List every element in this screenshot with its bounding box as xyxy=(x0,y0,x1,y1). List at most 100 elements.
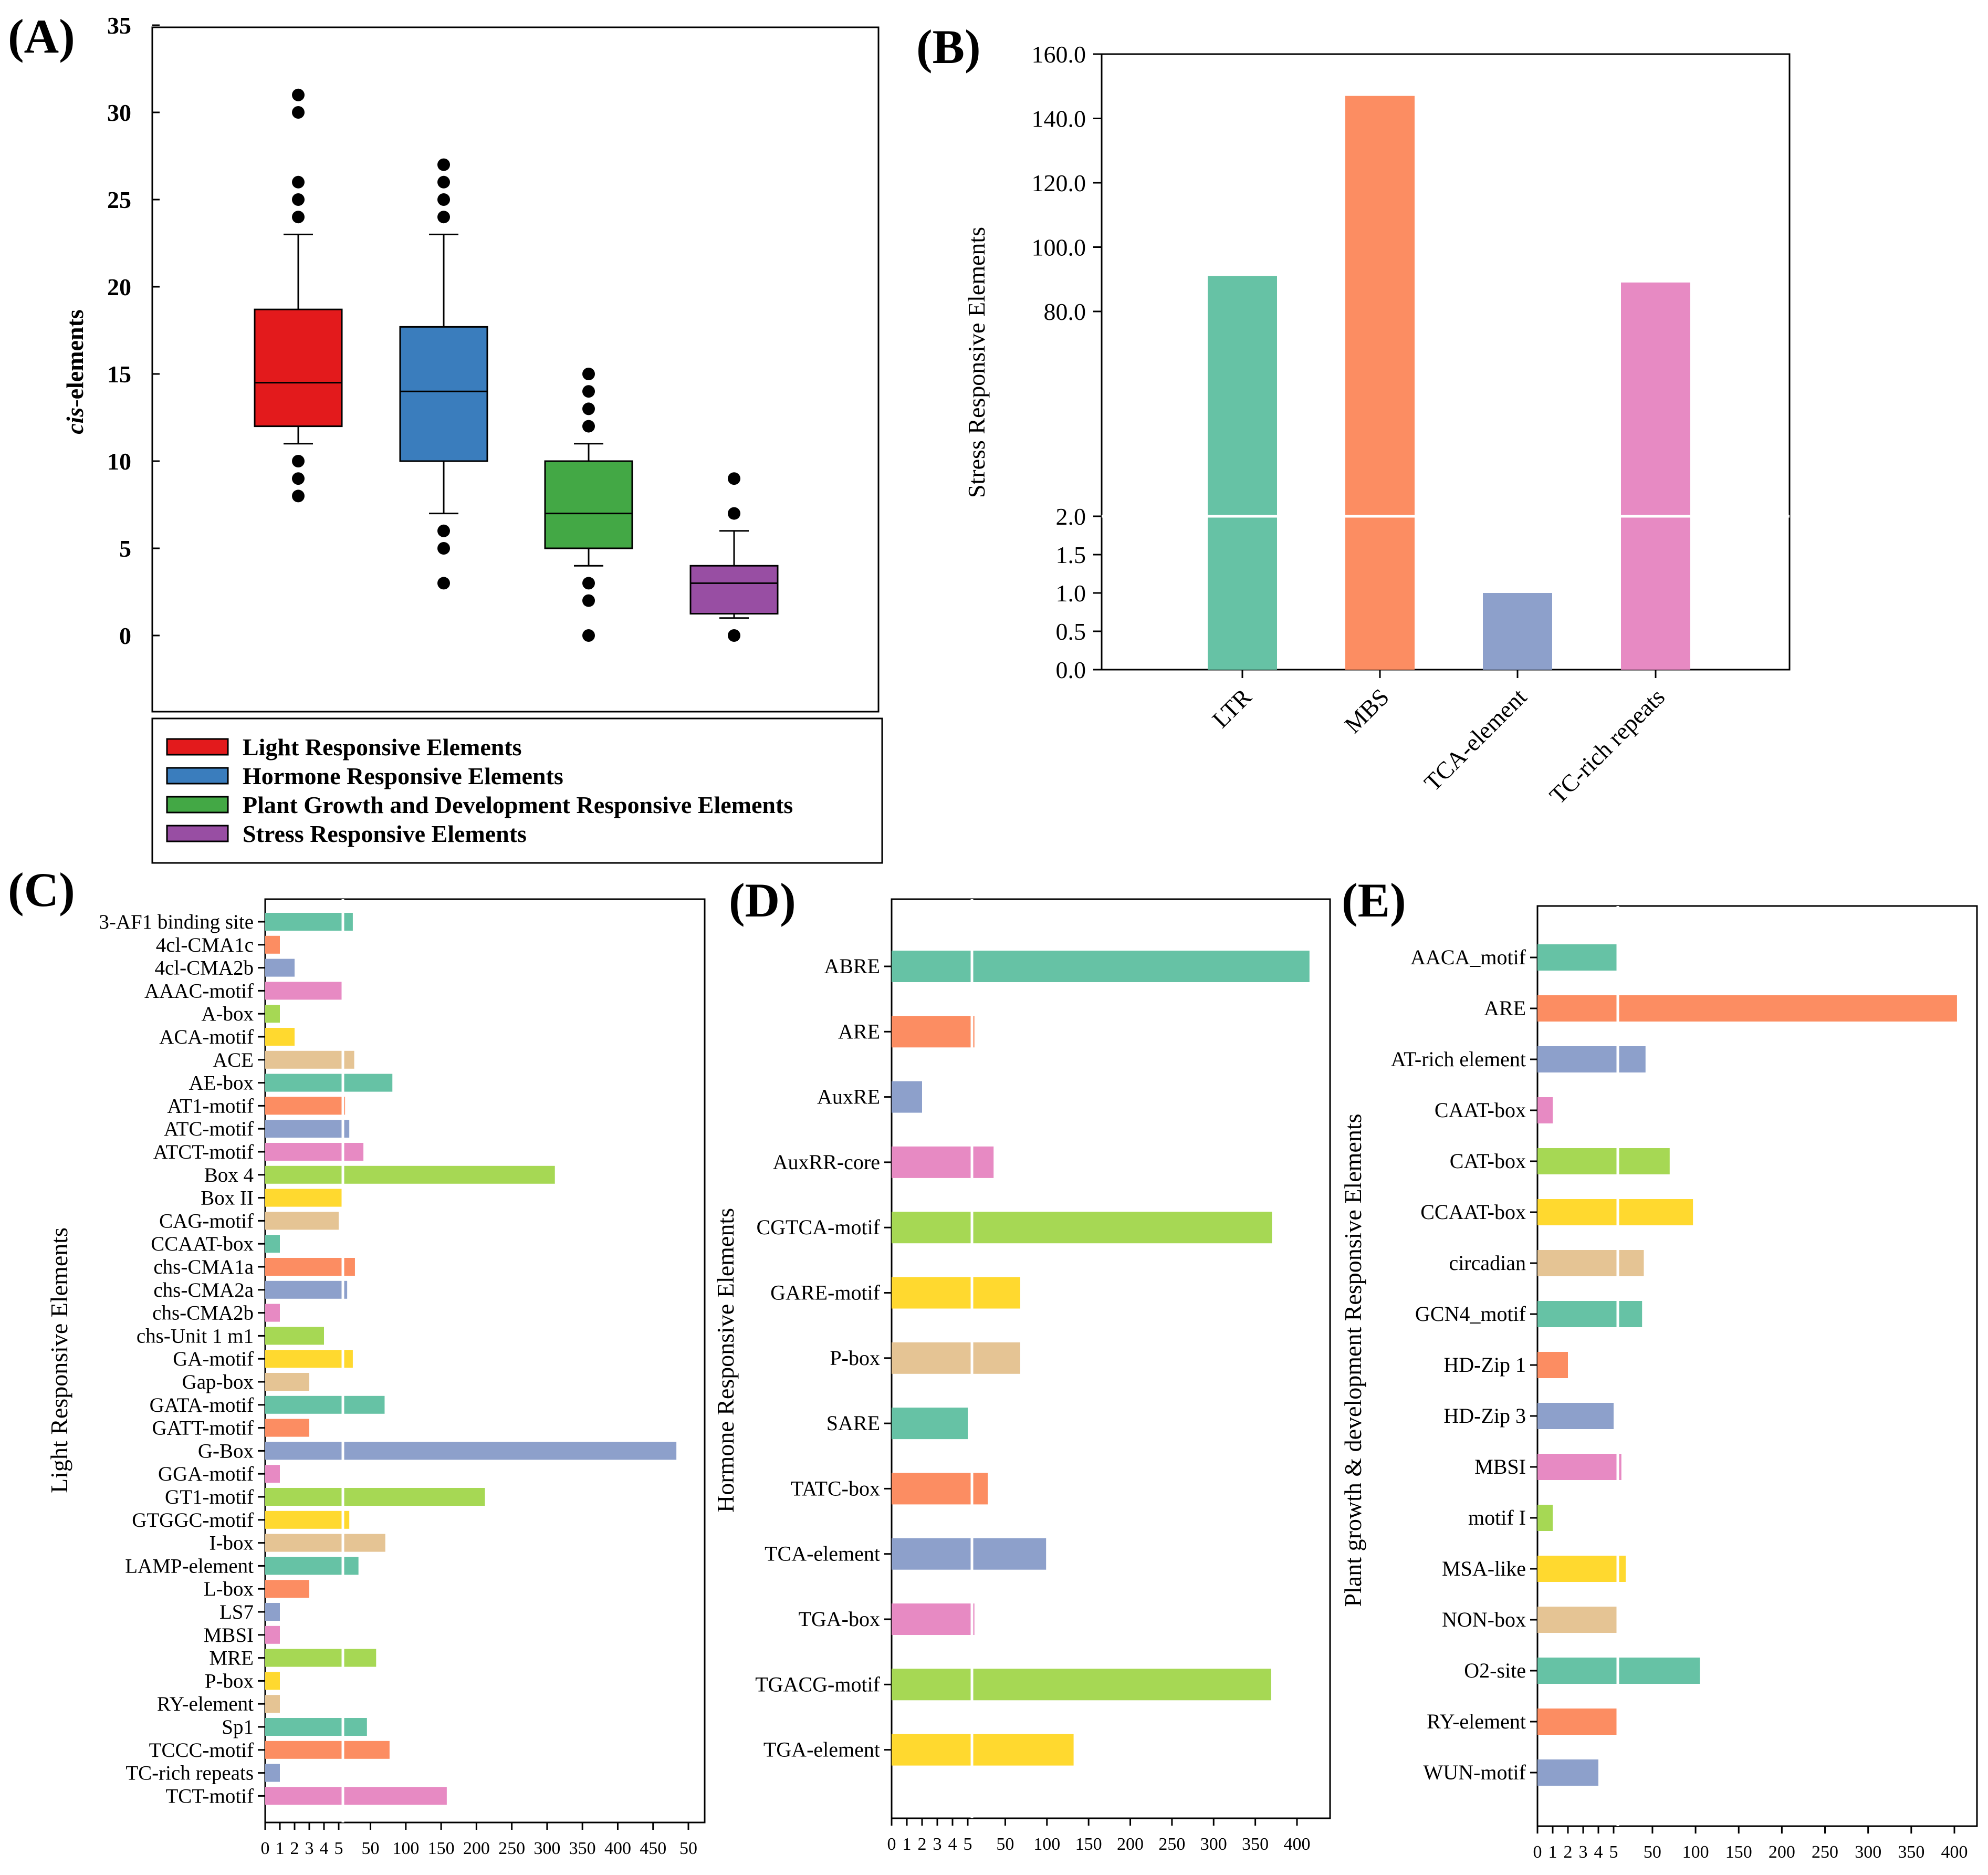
panel-d-category-label: ABRE xyxy=(824,954,880,978)
panel-b-ytick-label: 0.0 xyxy=(1056,657,1086,683)
box-light-responsive-elements-outlier xyxy=(292,472,305,485)
bar-c-p-box xyxy=(265,1672,280,1690)
panel-c-xtick-label: 50 xyxy=(679,1839,697,1858)
panel-c-ylabel: Light Responsive Elements xyxy=(46,1227,72,1493)
panel-label-b: (B) xyxy=(916,20,981,74)
panel-e-frame xyxy=(1536,905,1978,1827)
legend-swatch-stress-responsive-elements xyxy=(166,825,229,842)
panel-d-category-label: P-box xyxy=(830,1346,880,1370)
panel-c-xtick-label: 3 xyxy=(305,1839,314,1858)
panel-c-category-label: CAG-motif xyxy=(159,1210,254,1232)
panel-c-category-label: AT1-motif xyxy=(167,1095,254,1117)
panel-c-category-label: GT1-motif xyxy=(165,1486,254,1508)
panel-e-xtick-label: 200 xyxy=(1769,1842,1795,1862)
panel-a-ytick-label: 0 xyxy=(119,622,131,649)
bar-c-ls7 xyxy=(265,1603,280,1621)
bar-c-mre xyxy=(265,1649,376,1667)
bar-c-aca-motif xyxy=(265,1028,295,1046)
panel-c-xtick-label: 450 xyxy=(640,1839,666,1858)
box-hormone-responsive-elements-iqr xyxy=(399,326,488,462)
box-plant-growth-and-development-responsive-elements-outlier xyxy=(582,577,595,590)
panel-d-chart: ABRE ARE AuxRE AuxRR-core CGTCA-motif GARE-mo… xyxy=(755,899,1311,1854)
panel-b-xtick-label: TC-rich repeats xyxy=(1544,683,1670,809)
box-hormone-responsive-elements-outlier xyxy=(437,524,450,537)
bar-ltr xyxy=(1208,276,1277,670)
panel-e-category-label: circadian xyxy=(1449,1251,1526,1275)
bar-mbs xyxy=(1345,96,1415,670)
panel-c-category-label: L-box xyxy=(204,1578,254,1600)
panel-c-category-label: MRE xyxy=(209,1647,254,1670)
panel-c-xtick-label: 350 xyxy=(569,1839,596,1858)
box-stress-responsive-elements-outlier xyxy=(728,629,740,642)
panel-label-a: (A) xyxy=(8,9,75,63)
bar-d-sare xyxy=(892,1408,968,1440)
box-hormone-responsive-elements-outlier xyxy=(437,542,450,555)
panel-c-xtick-label: 4 xyxy=(320,1839,329,1858)
bar-c-chs-cma2b xyxy=(265,1304,280,1322)
panel-e-category-label: RY-element xyxy=(1427,1710,1526,1733)
panel-e-xtick-label: 100 xyxy=(1682,1842,1709,1862)
panel-c-xtick-label: 250 xyxy=(498,1839,525,1858)
panel-c-xtick-label: 200 xyxy=(463,1839,490,1858)
bar-e-aaca-motif xyxy=(1537,944,1618,971)
bar-c-l-box xyxy=(265,1580,309,1598)
panel-d-xtick-label: 2 xyxy=(918,1835,927,1854)
bar-e-cat-box xyxy=(1537,1148,1670,1174)
panel-a-y-axis: 0 5 10 15 20 25 30 35 xyxy=(107,12,160,649)
bar-c-atct-motif xyxy=(265,1143,364,1161)
panel-e-category-label: CAAT-box xyxy=(1435,1098,1526,1122)
panel-c-category-label: Box II xyxy=(201,1187,254,1210)
panel-a-ytick-label: 30 xyxy=(107,99,131,126)
panel-e-xtick-label: 150 xyxy=(1725,1842,1752,1862)
box-light-responsive-elements-outlier xyxy=(292,489,305,503)
panel-b-ytick-label: 2.0 xyxy=(1056,503,1086,530)
box-light-responsive-elements-outlier xyxy=(292,455,305,467)
box-light-responsive-elements-outlier xyxy=(292,106,305,119)
panel-d-category-label: AuxRR-core xyxy=(773,1150,880,1174)
box-plant-growth-and-development-responsive-elements-outlier xyxy=(582,594,595,607)
panel-d-xtick-label: 200 xyxy=(1117,1835,1144,1854)
bar-c-tccc-motif xyxy=(265,1741,390,1759)
box-hormone-responsive-elements-outlier xyxy=(437,193,450,206)
bar-d-auxre xyxy=(892,1081,922,1113)
bar-e-are xyxy=(1537,995,1957,1022)
panel-d-ylabel: Hormone Responsive Elements xyxy=(712,1208,739,1513)
bar-d-tga-box xyxy=(892,1603,975,1635)
panel-b-barchart: Stress Responsive Elements 0.0 0.5 1.0 1.5 2… xyxy=(963,41,1791,809)
bar-c-sp1 xyxy=(265,1718,367,1736)
panel-c-category-label: GGA-motif xyxy=(158,1463,254,1485)
bar-c-aaac-motif xyxy=(265,982,344,1000)
panel-c-xtick-label: 5 xyxy=(334,1839,343,1858)
panel-c-xtick-label: 0 xyxy=(261,1839,270,1858)
panel-e-chart: AACA_motif ARE AT-rich element CAAT-box CAT-… xyxy=(1391,906,1968,1862)
panel-d-category-label: TATC-box xyxy=(791,1476,880,1500)
panel-d-hormone: Hormone Responsive Elements ABRE ARE AuxRE… xyxy=(712,898,1331,1854)
panel-d-xtick-label: 5 xyxy=(964,1835,972,1854)
panel-b-ylabel: Stress Responsive Elements xyxy=(963,227,990,498)
legend-swatch-plant-growth-and-development-responsive-elements xyxy=(166,796,229,814)
panel-d-xtick-label: 4 xyxy=(948,1835,957,1854)
panel-a-ytick-label: 20 xyxy=(107,274,131,300)
bar-d-p-box xyxy=(892,1342,1021,1374)
bar-c-ae-box xyxy=(265,1074,393,1092)
bar-d-tga-element xyxy=(892,1734,1074,1766)
panel-c-category-label: MBSI xyxy=(204,1624,254,1647)
panel-b-y-axis: 0.0 0.5 1.0 1.5 2.0 80.0 100.0 120.0 140.0 160.0 xyxy=(1032,41,1102,683)
panel-b-ytick-label: 1.0 xyxy=(1056,580,1086,607)
bar-c-3-af1-binding-site xyxy=(265,913,353,931)
legend-label-stress-responsive-elements: Stress Responsive Elements xyxy=(243,820,527,847)
panel-c-xtick-label: 50 xyxy=(362,1839,380,1858)
panel-label-e: (E) xyxy=(1342,873,1406,927)
panel-d-xtick-label: 400 xyxy=(1284,1835,1311,1854)
panel-e-category-label: HD-Zip 3 xyxy=(1443,1404,1526,1428)
bar-c-lamp-element xyxy=(265,1557,359,1575)
bar-e-circadian xyxy=(1537,1250,1644,1276)
panel-e-category-label: motif I xyxy=(1468,1506,1526,1529)
panel-d-xtick-label: 0 xyxy=(887,1835,896,1854)
panel-e-category-label: CAT-box xyxy=(1450,1149,1526,1173)
panel-c-category-label: Box 4 xyxy=(204,1164,254,1186)
panel-d-xtick-label: 300 xyxy=(1200,1835,1227,1854)
panel-c-category-label: ACA-motif xyxy=(159,1026,254,1048)
panel-b-xtick-label: TCA-element xyxy=(1419,683,1532,796)
bar-tc-rich-repeats xyxy=(1621,282,1690,670)
